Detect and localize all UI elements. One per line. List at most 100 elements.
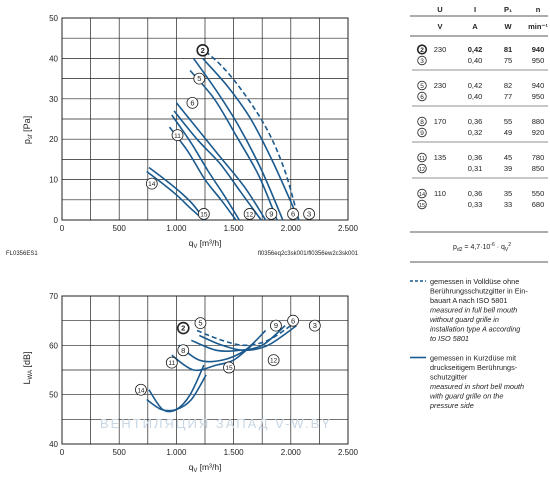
table-cell: 75 (504, 56, 512, 65)
curve-label-circle (177, 344, 190, 357)
curve-label-text: 15 (200, 212, 208, 219)
table-row: 2 230 0,42 81 940 (416, 44, 545, 55)
pressure-curve-label-2: 2 (196, 44, 210, 57)
pressure-chart-ylabel: psf [Pa] (22, 116, 34, 144)
row-curve-circle (417, 127, 427, 138)
curve-label-text: 6 (291, 316, 295, 325)
curve-label-circle (165, 356, 178, 369)
pressure-curve-11 (171, 114, 240, 221)
pressure-chart-xlabel: qV [m³/h] (189, 238, 222, 250)
sound-xtick-label: 1.500 (224, 448, 245, 457)
row-curve-circle (417, 163, 427, 174)
curve-label-text: 8 (181, 346, 185, 355)
sound-chart-ylabel: LWA [dB] (22, 352, 34, 385)
row-curve-id: 9 (420, 130, 424, 137)
curve-label-text: 6 (291, 210, 295, 219)
pressure-curve-9 (173, 110, 262, 221)
legend-text-en: installation type A according (430, 325, 520, 334)
pressure-xtick-label: 0 (60, 224, 65, 233)
pressure-curve-label-6: 6 (186, 96, 199, 109)
curve-label-circle (135, 383, 147, 396)
sound-ytick-label: 50 (49, 391, 58, 400)
sound-plot-frame (61, 295, 349, 445)
curve-label-circle (308, 319, 321, 332)
table-cell: 550 (532, 189, 545, 198)
sound-chart-grid: 0 500 1.000 1.500 2.000 2.500 40 50 60 70 (49, 292, 358, 457)
pressure-curve-8 (175, 102, 267, 221)
sound-curve-label-3: 3 (308, 319, 321, 332)
curve-label-text: 5 (198, 319, 202, 328)
dynamic-pressure-formula: pd2 = 4,7·10-6 · qV2 (453, 242, 511, 253)
watermark: ВЕНТИЛЯЦИЯ ЗАПАД V-W.BY (100, 416, 332, 431)
curve-label-circle (267, 354, 280, 367)
row-curve-id: 6 (420, 94, 424, 101)
pressure-curve-label-12: 12 (243, 208, 256, 220)
curve-label-text: 14 (137, 387, 145, 394)
table-cell: 81 (504, 45, 512, 54)
row-curve-circle (417, 80, 427, 91)
pressure-curve-label-5: 5 (193, 72, 206, 85)
pressure-curve-label-11: 11 (171, 129, 184, 142)
table-cell: 0,32 (468, 128, 483, 137)
curve-label-text: 5 (197, 74, 201, 83)
table-row: 14 110 0,36 35 550 (417, 188, 545, 199)
pressure-curve-2 (198, 45, 300, 221)
curve-label-text: 14 (148, 181, 156, 188)
table-body: 2 230 0,42 81 940 3 0,40 75 950 5 230 0,42 82 940 6 0,4… (412, 44, 548, 210)
row-curve-circle (417, 116, 427, 127)
table-cell: 49 (504, 128, 512, 137)
table-row: 11 135 0,36 45 780 (417, 152, 544, 163)
table-header-cell: n (536, 5, 541, 14)
sound-chart: 0 500 1.000 1.500 2.000 2.500 40 50 60 70 LWA [dB… (22, 292, 359, 474)
sound-xtick-label: 0 (60, 448, 65, 457)
table-cell: 35 (504, 189, 512, 198)
table-cell: 230 (434, 81, 447, 90)
curve-label-circle (194, 317, 207, 330)
table-cell: 0,40 (468, 92, 483, 101)
table-cell: 170 (434, 117, 447, 126)
row-curve-id: 5 (420, 83, 424, 90)
table-cell: 940 (532, 45, 545, 54)
sound-xtick-label: 1.000 (166, 448, 187, 457)
table-cell: 77 (504, 92, 512, 101)
table-cell: 0,42 (468, 81, 483, 90)
row-curve-circle (417, 188, 427, 199)
table-row: 8 170 0,36 55 880 (417, 116, 544, 127)
curve-label-circle (243, 208, 256, 220)
sound-curve-label-11: 11 (165, 356, 178, 369)
pressure-curve-3 (202, 57, 300, 221)
table-unit-cell: V (437, 22, 442, 31)
table-cell: 950 (532, 92, 545, 101)
row-curve-id: 14 (419, 192, 425, 198)
row-curve-id: 15 (419, 203, 425, 209)
table-row: 5 230 0,42 82 940 (417, 80, 544, 91)
row-curve-circle (416, 44, 428, 55)
row-curve-circle (417, 199, 427, 210)
sound-curve-label-12: 12 (267, 354, 280, 367)
table-cell: 33 (504, 200, 512, 209)
sound-xtick-label: 2.000 (281, 448, 302, 457)
sound-curve-label-6: 6 (287, 314, 299, 327)
pressure-curve-label-6: 6 (287, 208, 299, 220)
measurement-legend: gemessen in Volldüse ohneBerührungsschut… (410, 277, 528, 410)
legend-text-de: schutzgitter (430, 373, 468, 382)
table-cell: 55 (504, 117, 512, 126)
sound-chart-curves (146, 324, 297, 413)
legend-text-en: measured in full bell mouth (430, 306, 517, 315)
legend-text-de: druckseitigem Berührungs- (430, 363, 518, 372)
table-cell: 230 (434, 45, 447, 54)
row-curve-id: 11 (419, 156, 425, 162)
table-cell: 0,40 (468, 56, 483, 65)
table-row: 9 0,32 49 920 (417, 127, 544, 138)
curve-label-circle (270, 319, 282, 332)
row-curve-circle (417, 55, 427, 66)
row-curve-id: 8 (420, 119, 424, 126)
curve-label-text: 3 (313, 321, 317, 330)
pressure-chart-curve-labels: 2 5 6 11 14 15 12 9 6 3 (145, 44, 316, 220)
row-curve-id: 2 (420, 47, 424, 54)
legend-text-de: Berührungsschutzgitter in Ein- (430, 287, 528, 296)
pressure-curve-6 (189, 69, 278, 221)
